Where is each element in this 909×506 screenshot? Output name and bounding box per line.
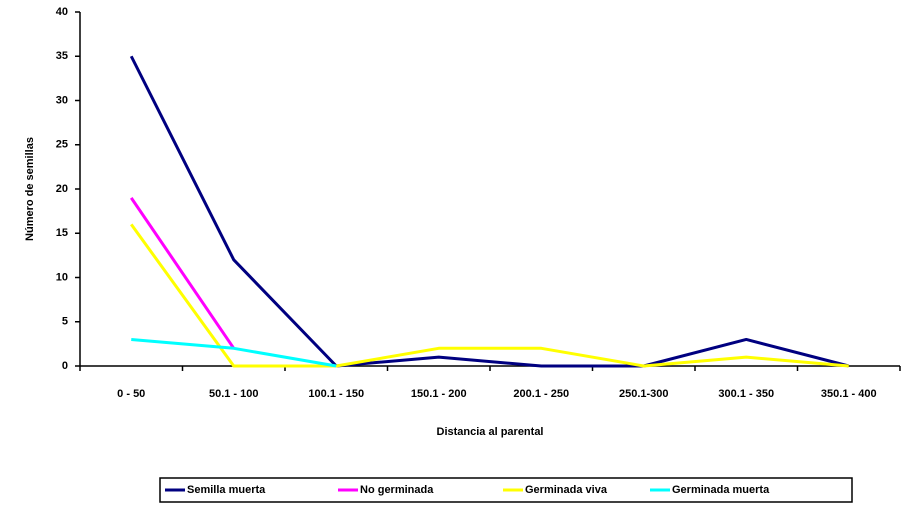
series-line [130,223,849,368]
y-tick-label: 40 [56,6,68,18]
x-tick-label: 250.1-300 [619,388,669,400]
y-tick-label: 35 [56,50,68,62]
series-line [131,337,337,368]
y-axis-label: Número de semillas [24,137,36,241]
y-tick-label: 5 [62,316,68,328]
y-tick-label: 10 [56,271,68,283]
x-axis-label: Distancia al parental [437,426,544,438]
legend-label: Germinada muerta [672,484,770,496]
series-line [129,55,850,368]
legend-label: Germinada viva [525,484,608,496]
x-tick-label: 350.1 - 400 [821,388,877,400]
y-tick-label: 30 [56,94,68,106]
y-tick-label: 25 [56,139,68,151]
y-tick-label: 0 [62,360,68,372]
series-line [130,197,235,350]
x-tick-label: 100.1 - 150 [308,388,364,400]
x-tick-label: 150.1 - 200 [411,388,467,400]
x-tick-label: 50.1 - 100 [209,388,259,400]
legend-label: No germinada [360,484,434,496]
x-tick-label: 300.1 - 350 [718,388,774,400]
x-tick-label: 0 - 50 [117,388,145,400]
y-tick-label: 15 [56,227,68,239]
legend-label: Semilla muerta [187,484,266,496]
y-tick-label: 20 [56,183,68,195]
x-tick-label: 200.1 - 250 [513,388,569,400]
